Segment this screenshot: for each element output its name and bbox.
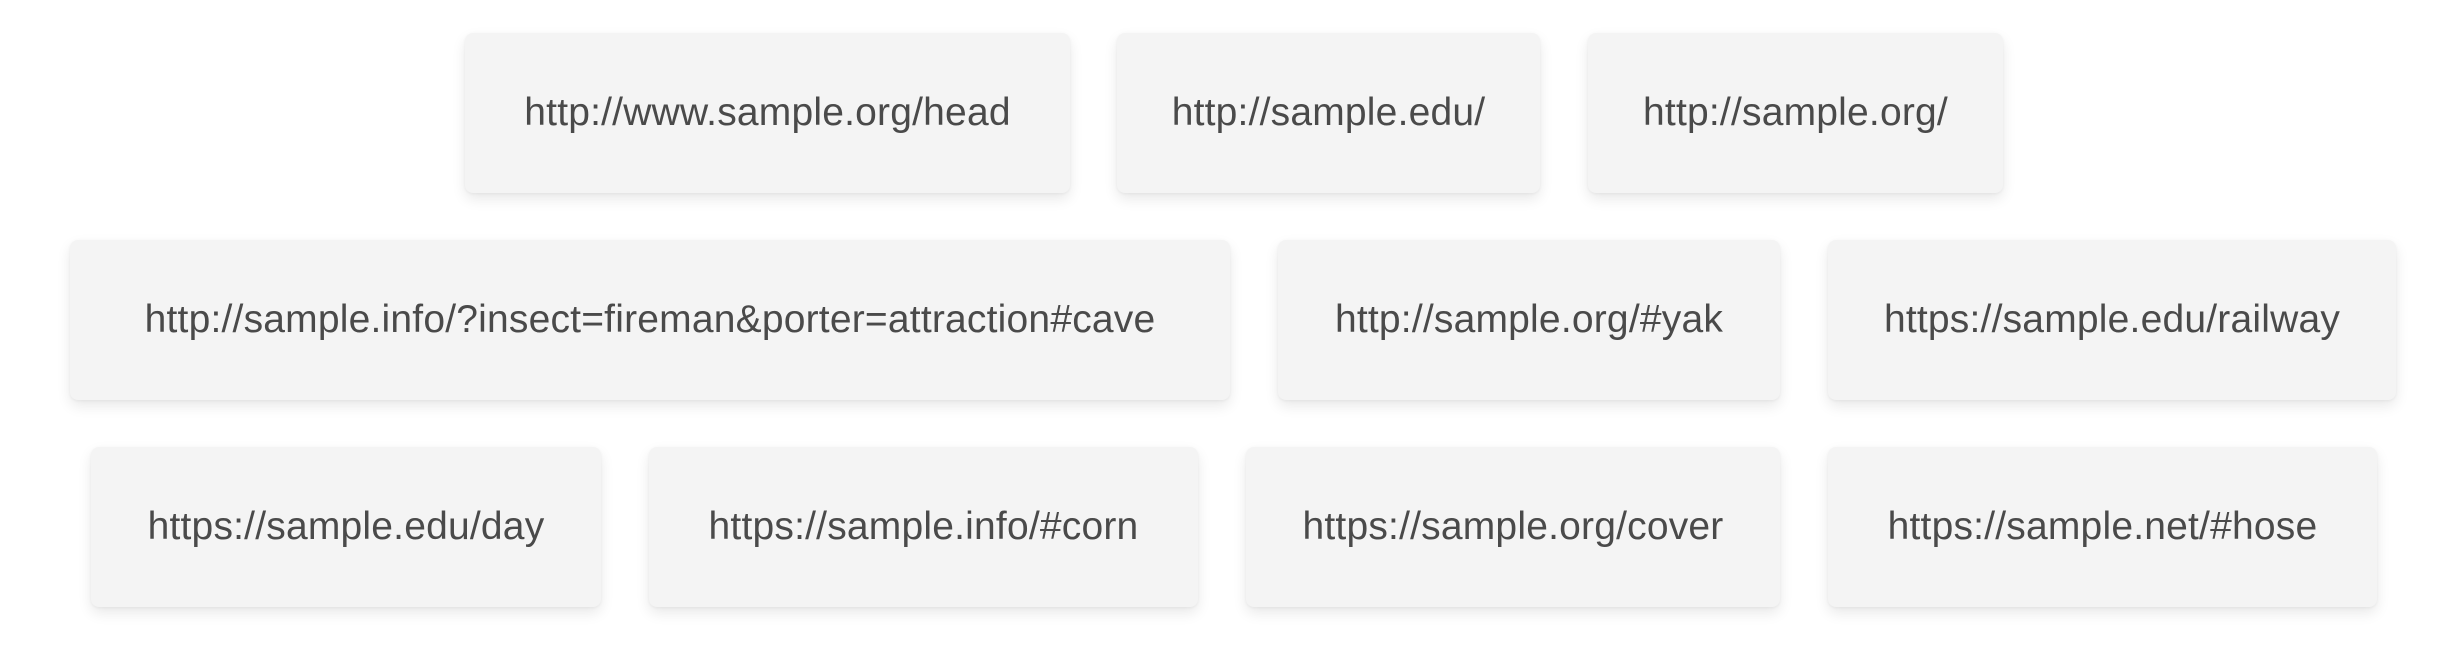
link-chip-label: https://sample.org/cover [1302, 505, 1724, 548]
link-chip-label: http://sample.info/?insect=fireman&porte… [144, 298, 1156, 341]
link-chip-label: https://sample.edu/railway [1883, 298, 2341, 341]
link-chip[interactable]: http://sample.edu/ [1117, 33, 1540, 193]
link-chip-label: https://sample.info/#corn [708, 505, 1139, 548]
link-chip[interactable]: https://sample.edu/day [91, 447, 601, 607]
link-chip-label: https://sample.edu/day [147, 505, 545, 548]
link-chip[interactable]: https://sample.info/#corn [649, 447, 1198, 607]
link-chip-label: http://sample.edu/ [1171, 91, 1486, 134]
link-chip[interactable]: http://sample.org/ [1588, 33, 2003, 193]
link-chip[interactable]: https://sample.org/cover [1246, 447, 1780, 607]
link-chip-label: http://sample.org/#yak [1334, 298, 1724, 341]
link-chip-label: http://www.sample.org/head [524, 91, 1011, 134]
link-chip-label: http://sample.org/ [1643, 91, 1948, 134]
link-chip[interactable]: https://sample.net/#hose [1828, 447, 2377, 607]
link-chip-label: https://sample.net/#hose [1887, 505, 2318, 548]
link-chip[interactable]: http://sample.org/#yak [1278, 240, 1780, 400]
link-chip[interactable]: http://sample.info/?insect=fireman&porte… [70, 240, 1230, 400]
link-chip[interactable]: https://sample.edu/railway [1828, 240, 2396, 400]
link-chip[interactable]: http://www.sample.org/head [465, 33, 1070, 193]
